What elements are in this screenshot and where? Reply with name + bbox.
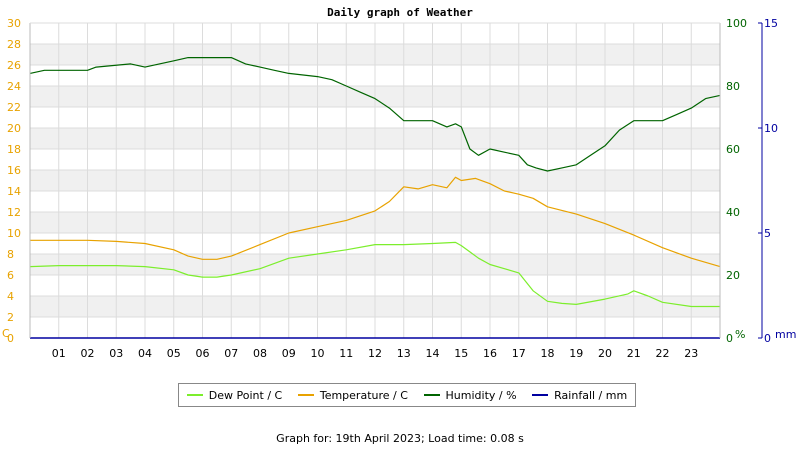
y-tick-label-right2: 15	[764, 17, 778, 30]
plot-grid	[30, 22, 720, 339]
y-tick-label-left: 30	[7, 17, 21, 30]
x-tick-label: 17	[512, 347, 526, 360]
legend-label-humidity: Humidity / %	[445, 388, 517, 402]
legend-swatch-rainfall	[532, 394, 549, 396]
x-tick-label: 07	[224, 347, 238, 360]
legend-item-rainfall: Rainfall / mm	[532, 389, 627, 402]
series-line-dew-point	[29, 241, 720, 308]
x-tick-label: 20	[598, 347, 612, 360]
legend-swatch-temperature	[297, 394, 314, 396]
x-tick-label: 09	[282, 347, 296, 360]
x-tick-label: 08	[253, 347, 267, 360]
y-tick-label-right1: 40	[726, 206, 740, 219]
legend-label-temperature: Temperature / C	[319, 388, 408, 402]
y-tick-label-left: 8	[7, 248, 14, 261]
x-tick-label: 03	[109, 347, 123, 360]
x-tick-label: 19	[569, 347, 583, 360]
legend-item-dew-point: Dew Point / C	[186, 388, 283, 402]
y-tick-label-left: 0	[7, 332, 14, 345]
x-tick-label: 13	[397, 347, 411, 360]
y-tick-label-left: 14	[7, 185, 21, 198]
y-tick-label-right1: 20	[726, 269, 740, 282]
footer-status: Graph for: 19th April 2023; Load time: 0…	[276, 432, 524, 445]
y-axis-unit-right1: %	[735, 328, 745, 341]
x-tick-label: 22	[656, 347, 670, 360]
legend-swatch-humidity	[423, 394, 440, 396]
y-tick-label-left: 6	[7, 269, 14, 282]
y-tick-label-left: 20	[7, 122, 21, 135]
y-tick-label-left: 22	[7, 101, 21, 114]
y-tick-label-left: 4	[7, 290, 14, 303]
y-tick-label-right1: 0	[726, 332, 733, 345]
y-tick-label-right1: 80	[726, 80, 740, 93]
chart-title: Daily graph of Weather	[327, 6, 473, 19]
series-layer	[29, 57, 721, 339]
series-line-temperature	[30, 176, 721, 268]
y-axis-unit-right2: mm	[775, 328, 796, 341]
x-tick-label: 12	[368, 347, 382, 360]
x-tick-label: 10	[311, 347, 325, 360]
y-axis-unit-left: C	[2, 327, 10, 340]
y-tick-label-right2: 10	[764, 122, 778, 135]
x-tick-label: 04	[138, 347, 152, 360]
y-tick-label-right1: 60	[726, 143, 740, 156]
x-tick-label: 21	[627, 347, 641, 360]
series-line-humidity	[29, 57, 721, 172]
x-tick-label: 14	[426, 347, 440, 360]
y-tick-label-right2: 5	[764, 227, 771, 240]
y-tick-label-left: 26	[7, 59, 21, 72]
x-tick-label: 05	[167, 347, 181, 360]
y-tick-label-left: 16	[7, 164, 21, 177]
chart-legend: Dew Point / C Temperature / C Humidity /…	[178, 383, 636, 407]
x-tick-label: 11	[339, 347, 353, 360]
y-tick-label-left: 18	[7, 143, 21, 156]
x-tick-label: 18	[541, 347, 555, 360]
y-tick-label-right2: 0	[764, 332, 771, 345]
legend-swatch-dew-point	[186, 394, 203, 396]
y-tick-label-left: 24	[7, 80, 21, 93]
x-tick-label: 16	[483, 347, 497, 360]
y-tick-label-left: 28	[7, 38, 21, 51]
legend-label-dew-point: Dew Point / C	[208, 388, 283, 402]
legend-item-humidity: Humidity / %	[423, 388, 517, 402]
y-tick-label-left: 10	[7, 227, 21, 240]
legend-label-rainfall: Rainfall / mm	[554, 388, 628, 402]
y-tick-label-left: 12	[7, 206, 21, 219]
y-tick-label-left: 2	[7, 311, 14, 324]
x-tick-label: 01	[52, 347, 66, 360]
x-tick-label: 15	[454, 347, 468, 360]
legend-item-temperature: Temperature / C	[297, 388, 408, 402]
x-tick-label: 02	[81, 347, 95, 360]
x-tick-label: 23	[684, 347, 698, 360]
x-tick-label: 06	[196, 347, 210, 360]
y-tick-label-right1: 100	[726, 17, 747, 30]
